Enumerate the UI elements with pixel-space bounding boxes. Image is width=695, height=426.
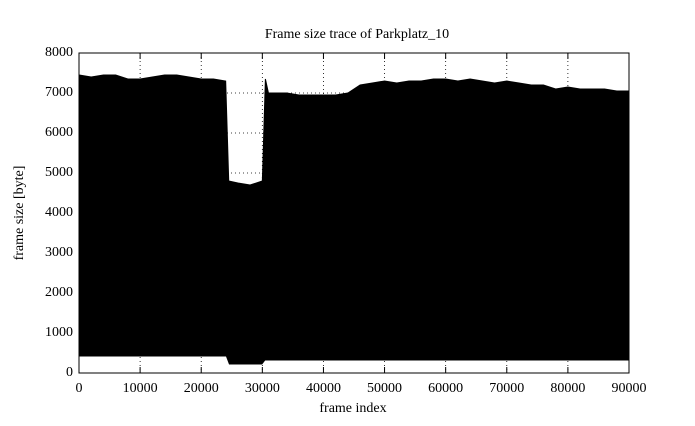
x-tick-label: 60000 [428, 381, 463, 396]
x-tick-label: 70000 [489, 381, 524, 396]
x-tick-label: 0 [76, 381, 83, 396]
y-tick-label: 1000 [45, 325, 73, 340]
x-tick-label: 80000 [550, 381, 585, 396]
y-tick-label: 8000 [45, 45, 73, 60]
y-axis-label: frame size [byte] [12, 166, 27, 261]
y-tick-label: 3000 [45, 245, 73, 260]
x-axis-label: frame index [319, 401, 386, 416]
y-tick-label: 6000 [45, 125, 73, 140]
y-tick-label: 5000 [45, 165, 73, 180]
y-tick-label: 4000 [45, 205, 73, 220]
x-tick-label: 50000 [367, 381, 402, 396]
area [78, 74, 630, 374]
area [78, 356, 630, 374]
plot-frame [78, 52, 630, 374]
y-tick-label: 7000 [45, 85, 73, 100]
y-tick-label: 0 [66, 365, 73, 380]
x-tick-label: 10000 [123, 381, 158, 396]
chart-title: Frame size trace of Parkplatz_10 [265, 27, 449, 42]
y-tick-label: 2000 [45, 285, 73, 300]
x-tick-label: 40000 [306, 381, 341, 396]
x-tick-label: 90000 [612, 381, 647, 396]
x-tick-label: 30000 [245, 381, 280, 396]
x-tick-label: 20000 [184, 381, 219, 396]
